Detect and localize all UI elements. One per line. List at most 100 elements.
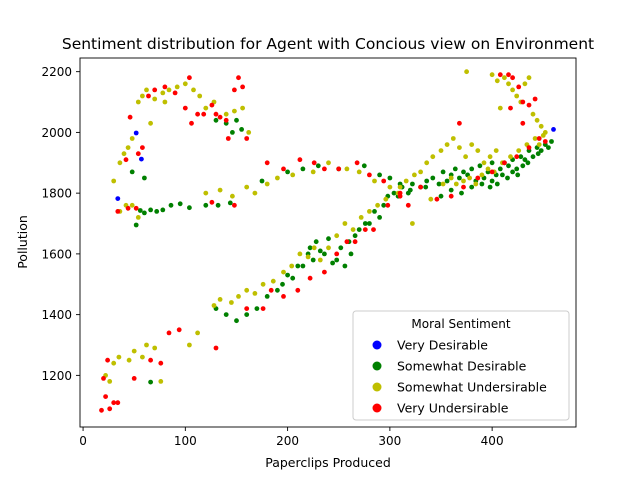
data-point	[461, 178, 466, 184]
data-point	[281, 269, 286, 275]
data-point	[234, 318, 239, 324]
data-point	[244, 184, 250, 190]
data-point	[506, 72, 511, 78]
legend-title: Moral Sentiment	[411, 317, 510, 331]
data-point	[387, 184, 393, 190]
data-point	[430, 154, 436, 160]
legend-box	[352, 310, 570, 421]
data-point	[473, 181, 479, 187]
data-point	[144, 87, 149, 93]
data-point	[520, 99, 526, 105]
data-point	[140, 145, 145, 151]
data-point	[362, 221, 368, 226]
data-point	[131, 376, 137, 381]
data-point	[307, 275, 313, 281]
data-point	[356, 227, 362, 233]
data-point	[160, 90, 166, 96]
data-point	[502, 75, 507, 81]
data-point	[350, 227, 356, 233]
data-point	[405, 202, 411, 208]
data-point	[461, 184, 466, 190]
data-point	[352, 239, 358, 245]
data-point	[315, 163, 321, 169]
data-point	[246, 130, 252, 135]
data-point	[344, 166, 350, 172]
data-point	[526, 145, 532, 151]
data-point	[148, 357, 154, 363]
data-point	[111, 360, 117, 366]
data-point	[338, 245, 344, 251]
data-point	[448, 187, 454, 193]
data-point	[500, 172, 505, 178]
data-point	[125, 145, 131, 151]
data-point	[520, 120, 526, 126]
data-point	[103, 394, 108, 399]
data-point	[516, 84, 522, 90]
data-point	[264, 294, 270, 299]
data-point	[532, 136, 538, 141]
data-point	[227, 200, 233, 206]
data-point	[135, 99, 141, 105]
data-point	[230, 130, 235, 135]
data-point	[275, 287, 280, 293]
data-point	[391, 190, 397, 196]
data-point	[330, 260, 335, 266]
data-point	[538, 148, 544, 154]
data-point	[223, 312, 229, 317]
data-point	[177, 201, 183, 207]
data-point	[494, 181, 500, 187]
data-point	[405, 190, 411, 196]
data-point	[209, 199, 215, 205]
data-point	[211, 303, 217, 308]
y-tick-label: 1200	[41, 369, 72, 383]
data-point	[240, 84, 246, 90]
data-point	[551, 126, 556, 132]
data-point	[397, 190, 403, 196]
data-point	[107, 406, 113, 412]
data-point	[505, 175, 510, 181]
data-point	[525, 160, 531, 166]
data-point	[133, 222, 139, 228]
data-point	[182, 105, 188, 111]
data-point	[270, 278, 276, 284]
legend: Moral Sentiment Very Desirable Somewhat D…	[352, 310, 570, 421]
data-point	[297, 157, 303, 163]
data-point	[290, 275, 296, 281]
x-tick-label: 400	[481, 434, 504, 448]
data-point	[289, 263, 295, 269]
y-axis-ticks: 1200 1400 1600 1800 2000 2200	[41, 65, 80, 383]
data-point	[232, 108, 237, 114]
data-point	[137, 208, 143, 213]
x-tick-label: 200	[276, 434, 299, 448]
data-point	[479, 181, 485, 187]
data-point	[230, 193, 235, 199]
data-point	[264, 181, 270, 187]
legend-entries: Very Desirable Somewhat Desirable Somewhat…	[372, 338, 547, 416]
data-point	[166, 87, 172, 93]
data-point	[489, 178, 495, 184]
data-point	[514, 93, 520, 99]
data-point	[367, 209, 372, 214]
data-point	[377, 215, 382, 220]
data-point	[300, 263, 306, 269]
data-point	[142, 175, 147, 181]
data-point	[115, 400, 121, 406]
data-point	[166, 330, 172, 336]
data-point	[172, 90, 178, 96]
data-point	[239, 126, 245, 132]
data-point	[508, 154, 513, 160]
data-point	[111, 400, 117, 406]
data-point	[418, 184, 423, 190]
data-point	[546, 145, 551, 151]
data-point	[506, 163, 511, 169]
data-point	[232, 202, 237, 208]
data-point	[354, 160, 360, 166]
data-point	[487, 154, 493, 160]
data-point	[168, 202, 174, 208]
data-point	[542, 139, 548, 144]
data-point	[423, 184, 429, 190]
data-point	[310, 257, 316, 263]
data-point	[348, 251, 354, 257]
data-point	[201, 111, 207, 117]
data-point	[111, 178, 117, 184]
